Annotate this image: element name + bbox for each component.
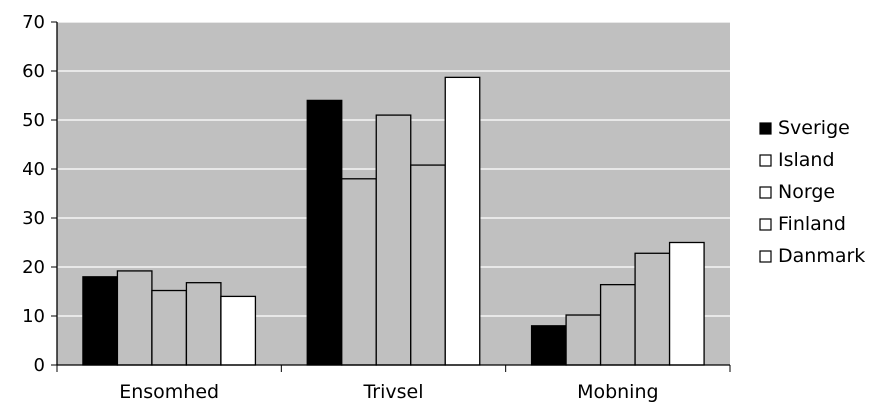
bar-norge-trivsel (375, 114, 412, 366)
bar-sverige-ensomhed (82, 276, 119, 366)
legend-label-finland: Finland (778, 213, 846, 235)
x-category-label: Trivsel (362, 381, 423, 403)
legend-swatch-sverige (759, 122, 772, 135)
bar-danmark-ensomhed (220, 295, 257, 366)
x-axis-categories: Ensomhed Trivsel Mobning (119, 381, 658, 403)
legend-swatch-danmark (759, 250, 772, 263)
bar-finland-ensomhed (185, 282, 222, 366)
y-tick-label: 70 (22, 12, 45, 33)
bar-norge-mobning (599, 283, 636, 366)
legend-swatch-island (759, 154, 772, 167)
legend: Sverige Island Norge Finland Danmark (759, 117, 865, 267)
bar-norge-ensomhed (151, 289, 188, 366)
bar-finland-trivsel (410, 164, 446, 366)
bar-danmark-trivsel (444, 76, 481, 366)
x-category-label: Mobning (577, 381, 659, 403)
bar-sverige-mobning (530, 325, 567, 366)
y-tick-label: 20 (22, 257, 45, 278)
bar-danmark-mobning (668, 241, 705, 366)
bar-island-trivsel (341, 178, 377, 366)
bar-finland-mobning (634, 252, 671, 366)
y-axis-ticks: 0 10 20 30 40 50 60 70 (22, 12, 57, 376)
bar-sverige-trivsel (306, 99, 343, 366)
legend-label-sverige: Sverige (778, 117, 850, 139)
y-tick-label: 10 (22, 306, 45, 327)
legend-label-norge: Norge (778, 181, 835, 203)
y-tick-label: 60 (22, 61, 45, 82)
bar-island-mobning (565, 314, 602, 366)
y-tick-label: 0 (34, 355, 45, 376)
axes (56, 22, 731, 372)
legend-swatch-norge (759, 186, 772, 199)
x-category-label: Ensomhed (119, 381, 219, 403)
legend-label-danmark: Danmark (778, 245, 865, 267)
legend-swatch-finland (759, 218, 772, 231)
legend-label-island: Island (778, 149, 835, 171)
y-tick-label: 40 (22, 159, 45, 180)
y-tick-label: 30 (22, 208, 45, 229)
bar-island-ensomhed (116, 270, 153, 366)
y-tick-label: 50 (22, 110, 45, 131)
